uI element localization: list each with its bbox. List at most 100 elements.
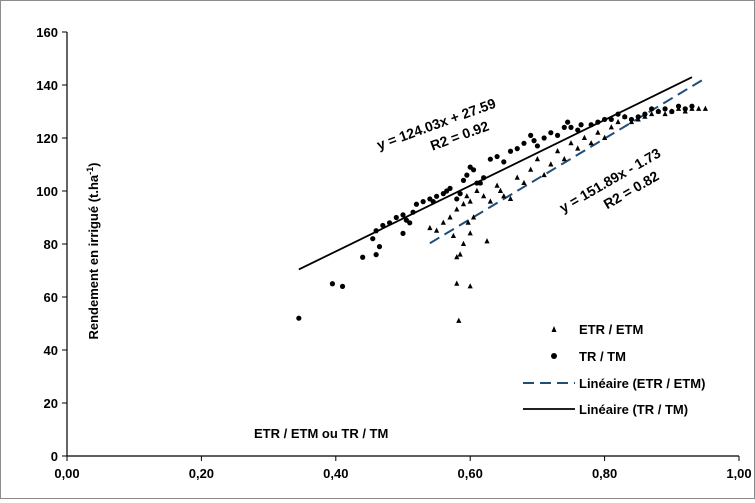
- point-etr-etm: [501, 193, 507, 199]
- point-etr-etm: [615, 118, 621, 125]
- point-etr-etm: [454, 206, 460, 212]
- y-tick-label: 140: [36, 78, 58, 93]
- legend-marker-tr-tm: [551, 353, 557, 359]
- point-etr-etm: [514, 174, 520, 180]
- legend: ETR / ETM TR / TM Linéaire (ETR / ETM) L…: [523, 322, 705, 417]
- legend-label-linear-etr-etm: Linéaire (ETR / ETM): [579, 376, 705, 391]
- point-tr-tm: [642, 111, 648, 117]
- point-etr-etm: [460, 201, 467, 207]
- point-tr-tm: [410, 209, 416, 215]
- point-tr-tm: [413, 201, 420, 207]
- point-etr-etm: [474, 187, 480, 193]
- point-etr-etm: [696, 105, 702, 111]
- point-tr-tm: [615, 111, 621, 117]
- point-tr-tm: [541, 135, 547, 141]
- trendlines: [298, 76, 706, 271]
- point-etr-etm: [595, 129, 601, 135]
- point-etr-etm: [467, 283, 473, 289]
- point-etr-etm: [465, 219, 471, 225]
- point-etr-etm: [457, 251, 463, 257]
- point-etr-etm: [450, 232, 456, 239]
- point-tr-tm: [460, 177, 467, 183]
- x-axis-label: ETR / ETM ou TR / TM: [254, 426, 388, 441]
- x-tick-label: 0,00: [54, 466, 79, 481]
- x-tick-label: 0,40: [323, 466, 348, 481]
- point-etr-etm: [464, 193, 470, 199]
- point-etr-etm: [487, 198, 493, 204]
- point-etr-etm: [494, 182, 500, 188]
- point-etr-etm: [447, 214, 453, 220]
- point-tr-tm: [373, 252, 379, 258]
- y-tick-label: 160: [36, 25, 58, 40]
- point-tr-tm: [501, 159, 507, 165]
- point-tr-tm: [360, 254, 366, 260]
- point-tr-tm: [447, 185, 453, 191]
- point-etr-etm: [470, 214, 477, 220]
- point-etr-etm: [456, 317, 462, 323]
- point-etr-etm: [581, 134, 588, 140]
- point-etr-etm: [702, 105, 708, 111]
- point-etr-etm: [454, 280, 460, 286]
- point-etr-etm: [588, 140, 594, 146]
- y-tick-label: 40: [44, 343, 58, 358]
- point-tr-tm: [675, 103, 682, 109]
- legend-label-tr-tm: TR / TM: [579, 349, 626, 364]
- point-etr-etm: [662, 110, 668, 117]
- point-etr-etm: [649, 110, 655, 117]
- trendline-etr-etm: [429, 77, 706, 245]
- point-tr-tm: [635, 114, 641, 120]
- y-tick-label: 20: [44, 396, 58, 411]
- point-etr-etm: [528, 166, 534, 172]
- y-axis-label-superscript: -1: [85, 167, 95, 175]
- point-tr-tm: [561, 124, 567, 130]
- point-etr-etm: [497, 187, 504, 193]
- y-tick-label: 80: [44, 237, 58, 252]
- point-tr-tm: [655, 108, 661, 115]
- point-tr-tm: [578, 122, 584, 128]
- point-tr-tm: [662, 106, 668, 112]
- point-tr-tm: [420, 199, 426, 205]
- legend-label-etr-etm: ETR / ETM: [579, 322, 643, 337]
- point-tr-tm: [649, 106, 655, 112]
- point-tr-tm: [531, 138, 537, 144]
- x-axis-ticks: 0,00 0,20 0,40 0,60 0,80 1,00: [54, 456, 752, 481]
- point-tr-tm: [376, 244, 383, 250]
- point-tr-tm: [407, 220, 413, 226]
- point-etr-etm: [507, 195, 514, 201]
- y-tick-label: 120: [36, 131, 58, 146]
- point-etr-etm: [440, 219, 446, 225]
- point-tr-tm: [548, 130, 554, 136]
- y-axis-label: Rendement en irrigué (t.ha-1): [85, 162, 101, 339]
- x-tick-label: 0,20: [189, 466, 214, 481]
- trendline-tr-tm: [298, 76, 693, 271]
- point-etr-etm: [454, 254, 460, 260]
- point-tr-tm: [373, 228, 379, 234]
- x-tick-label: 0,60: [458, 466, 483, 481]
- point-tr-tm: [514, 146, 520, 152]
- y-tick-label: 60: [44, 290, 58, 305]
- point-tr-tm: [554, 132, 561, 138]
- point-etr-etm: [568, 140, 574, 146]
- point-etr-etm: [427, 224, 433, 231]
- point-tr-tm: [434, 193, 440, 199]
- point-tr-tm: [521, 140, 527, 146]
- point-tr-tm: [393, 214, 399, 221]
- point-etr-etm: [460, 240, 467, 246]
- point-tr-tm: [528, 132, 534, 138]
- point-tr-tm: [507, 148, 514, 154]
- point-tr-tm: [296, 315, 302, 321]
- point-tr-tm: [682, 106, 688, 112]
- point-tr-tm: [400, 230, 406, 236]
- point-etr-etm: [602, 134, 608, 140]
- y-tick-label: 100: [36, 184, 58, 199]
- equation-etr-etm: y = 151.89x - 1.73 R2 = 0.82: [557, 145, 664, 216]
- point-etr-etm: [481, 193, 487, 199]
- point-tr-tm: [380, 222, 386, 229]
- y-axis-ticks: 0 20 40 60 80 100 120 140 160: [36, 25, 67, 464]
- point-tr-tm: [400, 212, 406, 218]
- point-tr-tm: [628, 116, 635, 123]
- legend-marker-etr-etm: [551, 326, 557, 332]
- point-tr-tm: [477, 180, 483, 186]
- point-etr-etm: [484, 238, 490, 244]
